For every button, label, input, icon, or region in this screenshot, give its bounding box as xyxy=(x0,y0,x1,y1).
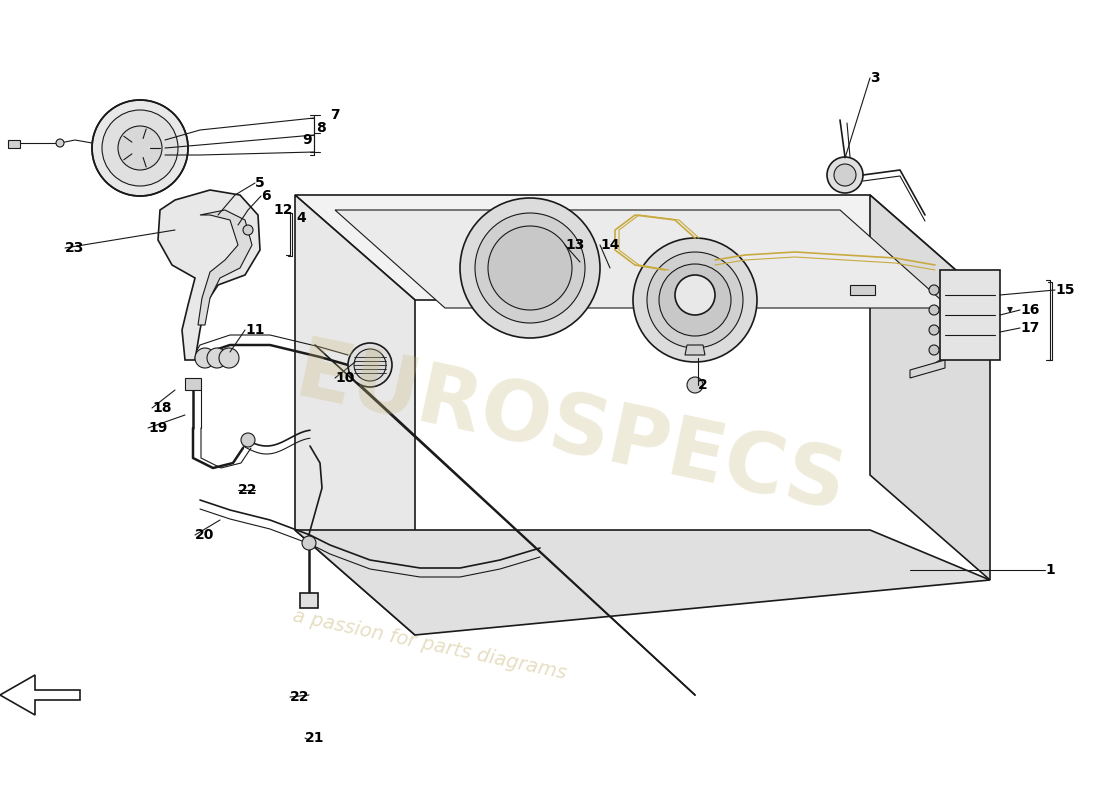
Circle shape xyxy=(195,348,214,368)
Text: 2: 2 xyxy=(698,378,707,392)
Text: 4: 4 xyxy=(296,211,306,225)
Polygon shape xyxy=(0,675,80,715)
Circle shape xyxy=(102,110,178,186)
Text: 21: 21 xyxy=(305,731,324,745)
Polygon shape xyxy=(870,195,990,580)
Circle shape xyxy=(488,226,572,310)
Circle shape xyxy=(827,157,864,193)
Circle shape xyxy=(834,164,856,186)
Circle shape xyxy=(207,348,227,368)
Text: 1: 1 xyxy=(1045,563,1055,577)
Polygon shape xyxy=(198,210,252,325)
Circle shape xyxy=(118,126,162,170)
Text: EUROSPECS: EUROSPECS xyxy=(287,332,852,528)
Text: 10: 10 xyxy=(336,371,354,385)
Text: 12: 12 xyxy=(273,203,293,217)
Polygon shape xyxy=(8,140,20,148)
Text: 22: 22 xyxy=(290,690,309,704)
Polygon shape xyxy=(910,360,945,378)
Text: 15: 15 xyxy=(1055,283,1075,297)
Circle shape xyxy=(659,264,732,336)
Polygon shape xyxy=(295,195,415,635)
Text: 23: 23 xyxy=(65,241,85,255)
Text: 5: 5 xyxy=(255,176,265,190)
Text: 6: 6 xyxy=(261,189,271,203)
Circle shape xyxy=(930,325,939,335)
Polygon shape xyxy=(295,530,990,635)
Polygon shape xyxy=(685,345,705,355)
Circle shape xyxy=(930,305,939,315)
Circle shape xyxy=(243,225,253,235)
Circle shape xyxy=(475,213,585,323)
Circle shape xyxy=(647,252,742,348)
Circle shape xyxy=(348,343,392,387)
Text: a passion for parts diagrams: a passion for parts diagrams xyxy=(292,606,569,683)
Polygon shape xyxy=(185,378,201,390)
Polygon shape xyxy=(940,270,1000,360)
Text: 13: 13 xyxy=(565,238,584,252)
Polygon shape xyxy=(300,593,318,608)
Polygon shape xyxy=(850,285,875,295)
Text: 16: 16 xyxy=(1020,303,1040,317)
Circle shape xyxy=(302,536,316,550)
Text: 22: 22 xyxy=(238,483,257,497)
Text: 14: 14 xyxy=(600,238,619,252)
Text: 18: 18 xyxy=(152,401,172,415)
Text: 19: 19 xyxy=(148,421,167,435)
Text: 3: 3 xyxy=(870,71,880,85)
Polygon shape xyxy=(158,190,260,360)
Circle shape xyxy=(632,238,757,362)
Circle shape xyxy=(241,433,255,447)
Circle shape xyxy=(930,345,939,355)
Polygon shape xyxy=(336,210,950,308)
Text: 20: 20 xyxy=(195,528,214,542)
Circle shape xyxy=(460,198,600,338)
Text: 11: 11 xyxy=(245,323,264,337)
Circle shape xyxy=(92,100,188,196)
Text: 8: 8 xyxy=(316,121,326,135)
Text: 7: 7 xyxy=(330,108,340,122)
Polygon shape xyxy=(295,195,990,300)
Circle shape xyxy=(675,275,715,315)
Circle shape xyxy=(688,377,703,393)
Circle shape xyxy=(930,285,939,295)
Circle shape xyxy=(219,348,239,368)
Text: 9: 9 xyxy=(302,133,311,147)
Circle shape xyxy=(354,349,386,381)
Circle shape xyxy=(56,139,64,147)
Text: 17: 17 xyxy=(1020,321,1040,335)
